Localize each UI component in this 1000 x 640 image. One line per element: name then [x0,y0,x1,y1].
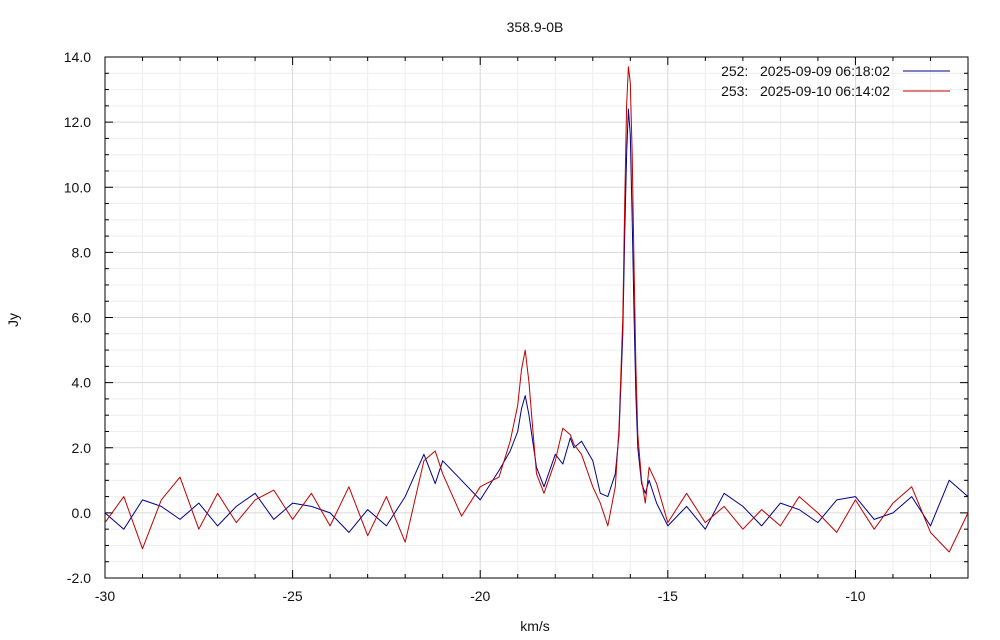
x-tick-label: -20 [470,588,490,604]
y-tick-label: 14.0 [64,49,91,65]
y-tick-label: 4.0 [72,375,92,391]
x-axis-label: km/s [520,618,550,634]
x-tick-label: -30 [95,588,115,604]
series-line-0 [104,108,969,533]
y-tick-label: 12.0 [64,114,91,130]
y-axis-label: Jy [5,313,21,327]
x-tick-label: -25 [282,588,302,604]
y-tick-label: 0.0 [72,505,92,521]
y-tick-label: -2.0 [67,570,91,586]
chart-title: 358.9-0B [507,19,564,35]
y-tick-label: 10.0 [64,179,91,195]
legend-label-0: 252: 2025-09-09 06:18:02 [721,63,890,79]
x-tick-label: -15 [658,588,678,604]
legend: 252: 2025-09-09 06:18:02 253: 2025-09-10 … [721,63,950,99]
y-tick-label: 2.0 [72,440,92,456]
y-tick-labels: -2.0 0.0 2.0 4.0 6.0 8.0 10.0 12.0 14.0 [64,49,91,586]
series-layer [104,66,969,553]
axis-ticks [104,56,969,579]
legend-label-1: 253: 2025-09-10 06:14:02 [721,83,890,99]
x-tick-label: -10 [845,588,865,604]
x-tick-labels: -30 -25 -20 -15 -10 [95,588,866,604]
series-line-1 [104,66,969,553]
y-tick-label: 8.0 [72,244,92,260]
y-tick-label: 6.0 [72,310,92,326]
